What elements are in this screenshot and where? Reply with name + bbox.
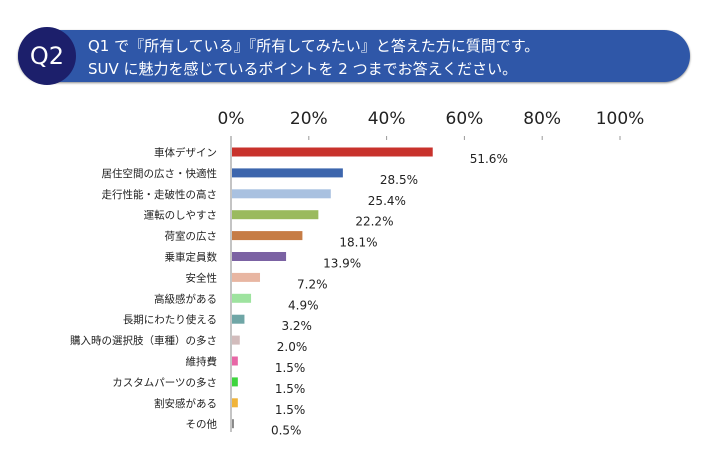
category-label: 運転のしやすさ xyxy=(144,210,217,222)
data-label: 28.5% xyxy=(380,173,418,187)
category-label: 乗車定員数 xyxy=(165,251,218,264)
question-line-2: SUV に魅力を感じているポイントを 2 つまでお答えください。 xyxy=(88,60,518,78)
bar xyxy=(232,252,287,261)
data-label: 25.4% xyxy=(368,194,406,208)
data-label: 22.2% xyxy=(355,215,393,229)
bar xyxy=(232,356,238,366)
data-label: 0.5% xyxy=(271,424,302,438)
data-label: 1.5% xyxy=(275,403,306,417)
question-banner xyxy=(18,30,690,82)
category-label: 長期にわたり使える xyxy=(123,313,217,326)
bar xyxy=(232,293,252,303)
data-label: 1.5% xyxy=(275,382,306,396)
category-label: 高級感がある xyxy=(154,292,217,305)
data-label: 1.5% xyxy=(275,361,306,375)
category-label: 走行性能・走破性の高さ xyxy=(102,188,218,201)
category-label: 車体デザイン xyxy=(154,146,217,159)
bar xyxy=(232,147,433,157)
bar xyxy=(232,398,238,408)
bar xyxy=(232,314,245,324)
bar xyxy=(232,231,303,241)
x-tick-label: 80% xyxy=(523,109,561,129)
x-tick-label: 100% xyxy=(596,109,645,129)
category-label: 荷室の広さ xyxy=(165,230,218,243)
bar xyxy=(232,272,261,282)
bar xyxy=(232,168,343,178)
bar xyxy=(232,377,238,387)
data-label: 3.2% xyxy=(281,319,312,333)
category-label: その他 xyxy=(186,418,218,431)
x-tick-label: 40% xyxy=(368,109,406,129)
category-label: 割安感がある xyxy=(154,397,217,410)
question-number-badge: Q2 xyxy=(18,27,76,85)
data-label: 13.9% xyxy=(323,257,361,271)
category-label: 購入時の選択肢（車種）の多さ xyxy=(70,334,217,347)
data-label: 4.9% xyxy=(288,298,319,312)
data-label: 2.0% xyxy=(277,340,308,354)
x-tick-label: 60% xyxy=(446,109,484,129)
bar xyxy=(232,189,331,199)
data-label: 51.6% xyxy=(470,152,508,166)
category-label: カスタムパーツの多さ xyxy=(112,376,217,389)
question-line-1: Q1 で『所有している』『所有してみたい』と答えた方に質問です。 xyxy=(88,37,540,55)
category-label: 安全性 xyxy=(186,271,218,284)
x-tick-label: 0% xyxy=(218,109,245,129)
category-label: 居住空間の広さ・快適性 xyxy=(102,167,218,180)
bar xyxy=(232,419,234,429)
category-label: 維持費 xyxy=(186,355,218,368)
x-tick-label: 20% xyxy=(290,109,328,129)
data-label: 18.1% xyxy=(339,236,377,250)
bar xyxy=(232,335,240,345)
bar xyxy=(232,210,319,220)
data-label: 7.2% xyxy=(297,277,328,291)
